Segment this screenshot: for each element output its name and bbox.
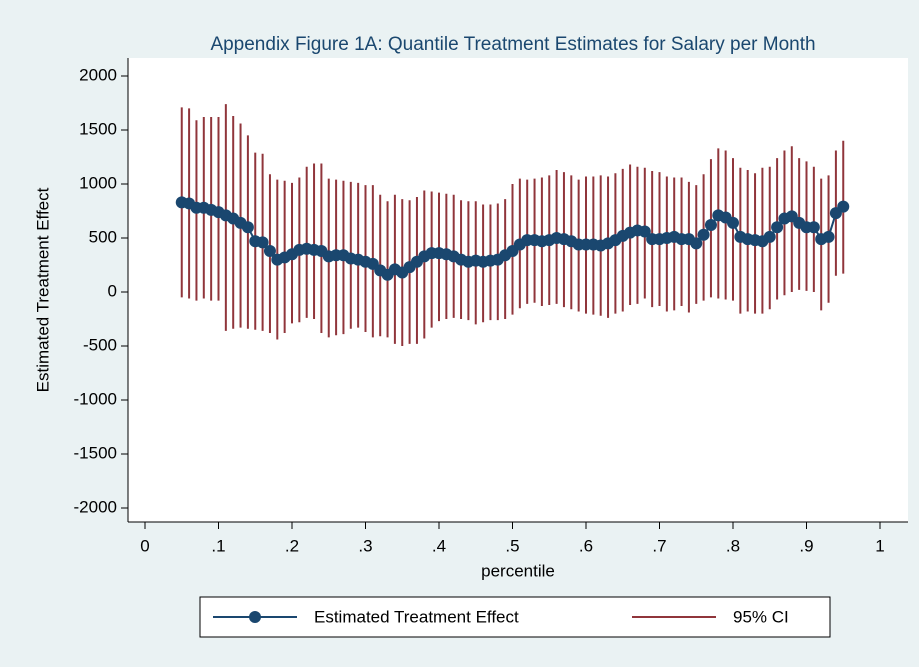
x-tick-label: .4	[432, 536, 446, 555]
y-tick-label: -2000	[74, 497, 117, 516]
estimate-point	[638, 225, 651, 238]
estimate-point	[704, 219, 717, 232]
estimate-point	[241, 221, 254, 234]
x-tick-label: .6	[579, 536, 593, 555]
x-tick-label: .1	[211, 536, 225, 555]
x-tick-label: .3	[358, 536, 372, 555]
legend-label: 95% CI	[733, 607, 789, 626]
estimate-point	[263, 244, 276, 257]
legend	[199, 596, 831, 638]
estimate-point	[690, 237, 703, 250]
estimate-point	[697, 228, 710, 241]
x-tick-label: .5	[505, 536, 519, 555]
x-axis-label: percentile	[481, 561, 555, 580]
estimate-point	[256, 236, 269, 249]
y-tick-label: -500	[83, 335, 117, 354]
estimate-point	[763, 230, 776, 243]
y-axis-label: Estimated Treatment Effect	[33, 187, 52, 392]
x-tick-label: .9	[799, 536, 813, 555]
y-tick-label: -1500	[74, 443, 117, 462]
chart-title: Appendix Figure 1A: Quantile Treatment E…	[210, 34, 815, 55]
y-tick-label: -1000	[74, 389, 117, 408]
y-tick-label: 0	[108, 281, 117, 300]
y-tick-label: 500	[89, 227, 117, 246]
y-tick-label: 1000	[79, 173, 117, 192]
estimate-point	[837, 200, 850, 213]
estimate-point	[807, 221, 820, 234]
x-tick-label: .8	[726, 536, 740, 555]
x-tick-label: .2	[285, 536, 299, 555]
x-tick-label: 1	[875, 536, 884, 555]
y-tick-label: 1500	[79, 119, 117, 138]
estimate-point	[771, 221, 784, 234]
estimate-point	[727, 216, 739, 229]
x-tick-label: .7	[652, 536, 666, 555]
estimate-point	[822, 230, 835, 243]
y-tick-label: 2000	[79, 65, 117, 84]
legend-swatch	[249, 611, 261, 623]
legend-label: Estimated Treatment Effect	[314, 607, 519, 626]
x-tick-label: 0	[140, 536, 149, 555]
